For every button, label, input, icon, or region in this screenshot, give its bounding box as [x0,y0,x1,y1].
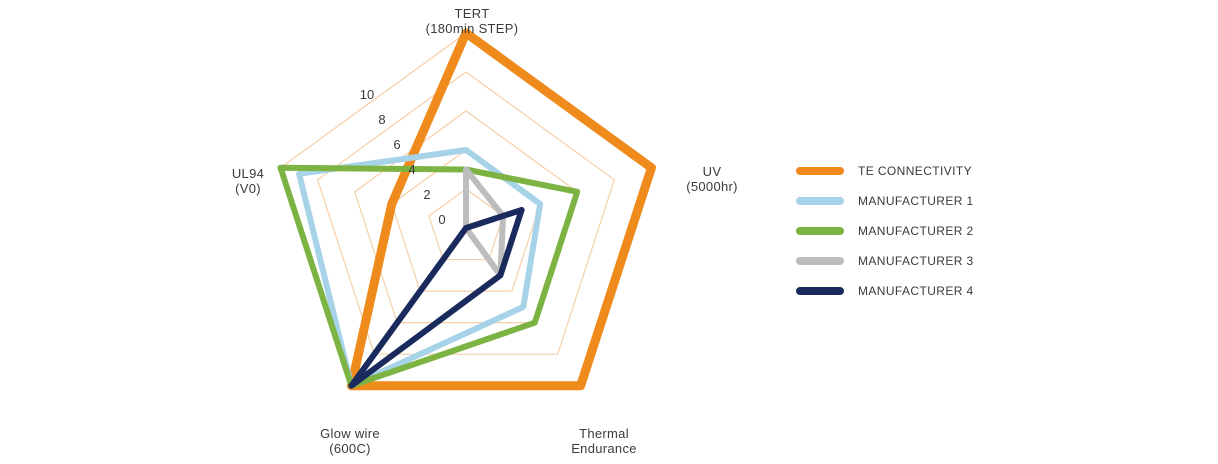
grid-ring [354,110,578,324]
axis-label-uv: UV (5000hr) [686,164,738,194]
tick-label-6: 6 [393,137,400,152]
axis-label-thermal: Thermal Endurance [571,426,637,456]
legend-label: MANUFACTURER 1 [858,194,974,208]
legend-swatch [796,227,844,235]
legend-label: MANUFACTURER 2 [858,224,974,238]
tick-label-10: 10 [360,87,374,102]
radar-series [277,28,656,391]
legend-label: MANUFACTURER 4 [858,284,974,298]
legend-swatch [796,287,844,295]
tick-label-8: 8 [378,112,385,127]
axis-label-ul94: UL94 (V0) [232,166,264,196]
axis-label-tert: TERT (180min STEP) [426,6,519,36]
legend-item: MANUFACTURER 2 [796,216,974,246]
legend-swatch [796,257,844,265]
grid-ring [316,71,616,355]
legend-item: TE CONNECTIVITY [796,156,974,186]
legend-item: MANUFACTURER 3 [796,246,974,276]
radar-axis-labels: TERT (180min STEP) UV (5000hr) Thermal Endura… [232,6,738,456]
series-manufacturer-4 [348,206,525,389]
tick-label-2: 2 [423,187,430,202]
legend-swatch [796,167,844,175]
axis-label-glow-wire: Glow wire (600C) [320,426,380,456]
legend-item: MANUFACTURER 1 [796,186,974,216]
series-manufacturer-2 [277,164,581,389]
tick-label-4: 4 [408,162,415,177]
series-te-connectivity [346,28,656,391]
legend-item: MANUFACTURER 4 [796,276,974,306]
legend-swatch [796,197,844,205]
legend-label: TE CONNECTIVITY [858,164,973,178]
chart-legend: TE CONNECTIVITY MANUFACTURER 1 MANUFACTURE… [796,156,974,306]
legend-label: MANUFACTURER 3 [858,254,974,268]
tick-label-0: 0 [438,212,445,227]
